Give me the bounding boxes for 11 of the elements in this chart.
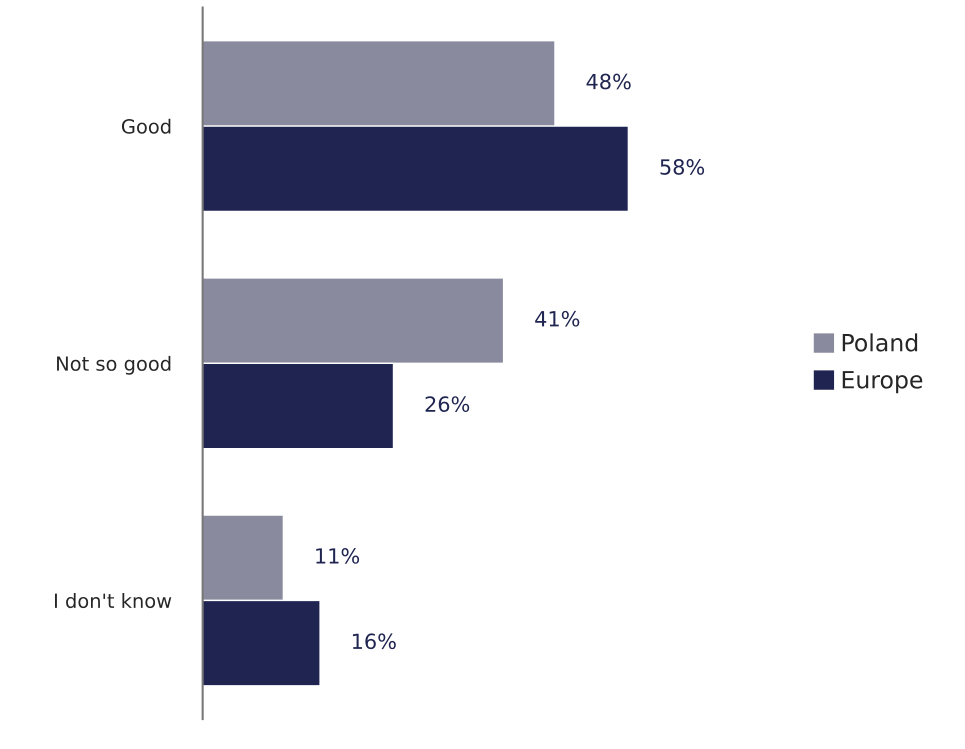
data-label: 26% — [426, 396, 470, 412]
y-tick-label: I don't know — [54, 593, 172, 608]
data-label: 16% — [352, 633, 396, 650]
data-label: 11% — [316, 548, 360, 564]
legend-label: Poland — [842, 333, 918, 352]
y-tick-label: Good — [122, 118, 170, 134]
legend-label: Europe — [842, 371, 922, 394]
data-label: 58% — [660, 159, 704, 175]
data-label: 41% — [535, 310, 580, 327]
data-label: 48% — [586, 74, 631, 90]
y-tick-label: Not so good — [57, 356, 170, 375]
